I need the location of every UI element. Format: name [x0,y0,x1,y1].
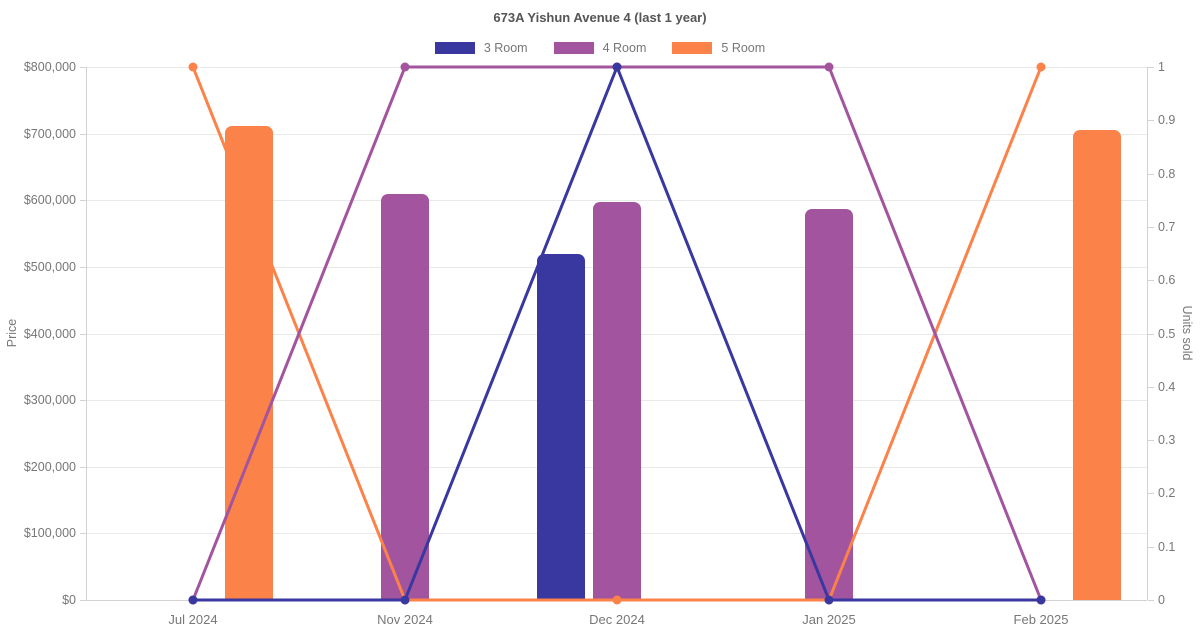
y-tick-mark-left [80,533,86,535]
y-axis-line-left [86,67,87,600]
x-tick-label: Nov 2024 [377,612,433,627]
y-tick-label-left: $700,000 [23,126,76,141]
legend-label-5-room: 5 Room [721,41,766,55]
y-axis-line-right [1147,67,1148,600]
y-tick-label-left: $400,000 [23,326,76,341]
chart-title: 673A Yishun Avenue 4 (last 1 year) [493,10,707,25]
x-tick-label: Dec 2024 [589,612,645,627]
bar-5-room [1073,130,1121,600]
legend-label-4-room: 4 Room [602,41,647,55]
y-tick-mark-left [80,466,86,468]
bar-4-room [381,193,429,600]
y-tick-mark-right [1148,546,1154,548]
legend-swatch-3-room [434,42,475,54]
y-tick-mark-right [1148,386,1154,388]
legend-label-3-room: 3 Room [483,41,528,55]
legend-item-5-room[interactable]: 5 Room [672,41,765,55]
y-tick-mark-right [1148,333,1154,335]
y-tick-label-right: 0.6 [1158,273,1176,288]
legend-swatch-5-room [672,42,713,54]
y-tick-label-right: 0.2 [1158,486,1176,501]
y-tick-label-left: $800,000 [23,60,76,74]
y-tick-label-right: 0.8 [1158,166,1176,181]
y-tick-label-right: 0.5 [1158,326,1176,341]
y-tick-mark-left [80,600,86,601]
y-tick-label-right: 0.9 [1158,113,1176,128]
y-tick-label-left: $500,000 [23,259,76,274]
y-tick-label-right: 1 [1158,60,1165,74]
gridline [87,67,1147,68]
y-tick-label-left: $0 [62,593,76,607]
y-tick-mark-left [80,200,86,202]
x-tick-label: Jan 2025 [802,612,856,627]
bar-4-room [593,202,641,600]
y-tick-mark-left [80,67,86,68]
y-tick-mark-right [1148,440,1154,442]
y-tick-label-right: 0 [1158,593,1165,607]
bar-3-room [537,253,585,600]
y-tick-mark-right [1148,280,1154,282]
y-tick-label-left: $200,000 [23,459,76,474]
y-tick-label-right: 0.7 [1158,219,1176,234]
y-tick-label-right: 0.3 [1158,433,1176,448]
y-tick-mark-right [1148,120,1154,122]
y-tick-label-right: 0.1 [1158,539,1176,554]
y-tick-mark-right [1148,600,1154,601]
legend-swatch-4-room [553,42,594,54]
y-tick-mark-right [1148,493,1154,495]
bar-5-room [225,125,273,600]
y-tick-mark-left [80,333,86,335]
legend: 3 Room 4 Room 5 Room [0,41,1200,55]
y-tick-mark-left [80,266,86,268]
y-tick-mark-left [80,133,86,135]
y-tick-label-right: 0.4 [1158,379,1176,394]
x-tick-label: Jul 2024 [168,612,218,627]
y-tick-mark-left [80,400,86,402]
y-tick-label-left: $100,000 [23,526,76,541]
legend-item-3-room[interactable]: 3 Room [434,41,528,55]
y-tick-mark-right [1148,67,1154,68]
y-tick-mark-right [1148,173,1154,175]
y-tick-label-left: $600,000 [23,193,76,208]
y-tick-label-left: $300,000 [23,393,76,408]
bar-4-room [805,208,853,600]
y-axis-title-units-sold: Units sold [1180,305,1194,361]
y-tick-mark-right [1148,226,1154,228]
x-tick-label: Feb 2025 [1013,612,1069,627]
legend-item-4-room[interactable]: 4 Room [553,41,647,55]
x-axis-line [86,600,1147,601]
